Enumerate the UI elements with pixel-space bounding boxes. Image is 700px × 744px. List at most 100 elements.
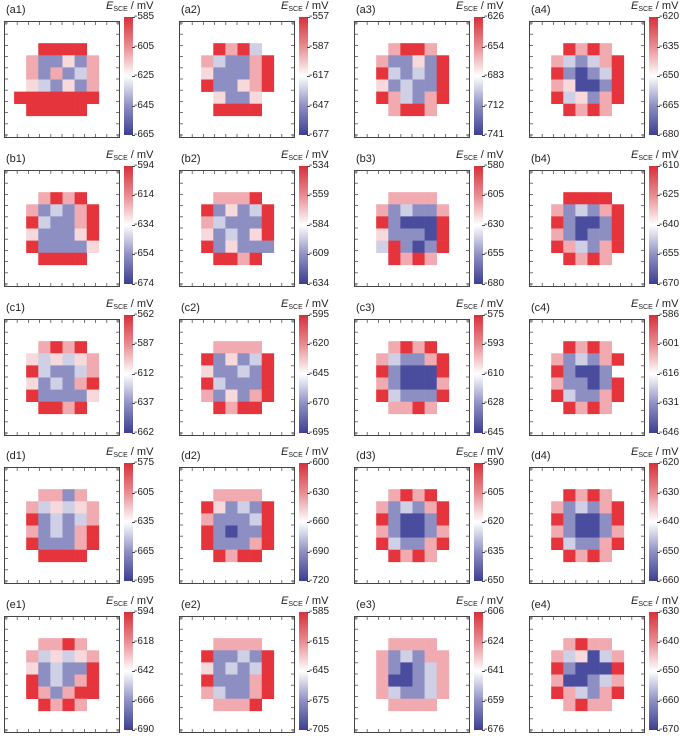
colorbar-tick-label: -683 bbox=[481, 70, 505, 81]
heatmap-cell bbox=[86, 55, 100, 68]
heatmap-cell bbox=[237, 204, 250, 217]
heatmap-cell bbox=[376, 55, 389, 68]
heatmap-cell bbox=[376, 228, 389, 241]
heatmap-cell bbox=[424, 513, 438, 527]
heatmap-cell bbox=[611, 377, 625, 390]
heatmap-cell bbox=[400, 43, 413, 56]
heatmap-cell bbox=[563, 662, 576, 675]
heatmap-cell bbox=[575, 686, 588, 700]
heatmap-cell bbox=[587, 204, 600, 217]
panel-label: (b1) bbox=[6, 152, 26, 165]
heatmap-cell bbox=[412, 216, 425, 229]
heatmap-cell bbox=[74, 364, 88, 378]
panel-label: (c1) bbox=[6, 301, 25, 314]
colorbar-title-subscript: SCE bbox=[288, 154, 303, 162]
heatmap-cell bbox=[575, 228, 588, 241]
heatmap-cell bbox=[575, 364, 588, 378]
heatmap-cell bbox=[400, 550, 413, 563]
heatmap-cell bbox=[225, 686, 238, 700]
colorbar-tick-label: -620 bbox=[656, 11, 680, 22]
heatmap-cell bbox=[26, 79, 39, 92]
heatmap-cell bbox=[388, 377, 401, 390]
heatmap-cell bbox=[412, 550, 425, 563]
colorbar-title: ESCE / mV bbox=[456, 298, 503, 311]
heatmap-cell bbox=[249, 638, 263, 651]
colorbar-tick-label: -650 bbox=[481, 575, 505, 587]
heatmap-cell bbox=[201, 204, 214, 217]
heatmap-cell bbox=[213, 686, 226, 700]
colorbar-tick-label: -680 bbox=[656, 129, 680, 140]
heatmap-cell bbox=[376, 674, 389, 688]
heatmap-cell bbox=[249, 364, 263, 378]
heatmap-cell bbox=[50, 55, 63, 68]
colorbar bbox=[474, 314, 483, 433]
heatmap-cell bbox=[599, 340, 613, 354]
heatmap-cell bbox=[611, 204, 625, 217]
colorbar-tick-label: -670 bbox=[656, 724, 680, 736]
heatmap-cell bbox=[86, 204, 100, 217]
colorbar-title-subscript: SCE bbox=[113, 601, 128, 609]
colorbar-title: ESCE / mV bbox=[631, 446, 678, 459]
heatmap-cell bbox=[587, 55, 600, 68]
heatmap-cell bbox=[50, 513, 63, 527]
colorbar-title-subscript: SCE bbox=[638, 452, 653, 460]
heatmap-cell bbox=[213, 91, 226, 105]
colorbar bbox=[299, 17, 308, 135]
heatmap-cell bbox=[412, 79, 425, 92]
heatmap-cell bbox=[575, 377, 588, 390]
heatmap-cell bbox=[563, 191, 576, 205]
heatmap-cell bbox=[587, 43, 600, 56]
colorbar-tick-label: -666 bbox=[131, 694, 155, 706]
heatmap-panel: (c2) ESCE / mV -595 -620 -645 -670 -695 bbox=[175, 298, 350, 446]
colorbar-tick-label: -690 bbox=[306, 545, 330, 557]
heatmap-cell bbox=[213, 340, 226, 354]
panel-label: (b4) bbox=[531, 152, 551, 165]
heatmap-cell bbox=[376, 91, 389, 105]
heatmap-cell bbox=[599, 43, 613, 56]
heatmap-cell bbox=[26, 67, 39, 80]
heatmap-cell bbox=[388, 686, 401, 700]
heatmap-svg bbox=[180, 468, 294, 584]
heatmap-cell bbox=[249, 525, 263, 539]
heatmap-cell bbox=[412, 401, 425, 414]
colorbar-title-subscript: SCE bbox=[113, 303, 128, 311]
heatmap-cell bbox=[599, 103, 613, 117]
heatmap-cell bbox=[62, 377, 75, 390]
colorbar-title: ESCE / mV bbox=[281, 298, 328, 311]
colorbar-tick-label: -605 bbox=[481, 486, 505, 498]
colorbar-title-symbol: E bbox=[106, 595, 114, 608]
heatmap-panel: (a2) ESCE / mV -557 -587 -617 -647 -677 bbox=[175, 0, 350, 148]
heatmap-cell bbox=[587, 513, 600, 527]
heatmap-cell bbox=[400, 525, 413, 539]
panel-label: (b2) bbox=[181, 152, 201, 165]
heatmap-cell bbox=[261, 501, 275, 515]
colorbar-title: ESCE / mV bbox=[106, 0, 153, 13]
heatmap-cell bbox=[50, 377, 63, 390]
heatmap-cell bbox=[26, 216, 39, 229]
heatmap-cell bbox=[50, 650, 63, 663]
heatmap-cell bbox=[611, 91, 625, 105]
heatmap-cell bbox=[225, 674, 238, 688]
heatmap-svg bbox=[355, 468, 469, 584]
heatmap-plot-area bbox=[529, 318, 645, 436]
heatmap-cell bbox=[38, 228, 51, 241]
colorbar-title: ESCE / mV bbox=[106, 595, 153, 608]
heatmap-cell bbox=[575, 79, 588, 92]
heatmap-cell bbox=[412, 55, 425, 68]
heatmap-cell bbox=[225, 638, 238, 651]
colorbar-title-symbol: E bbox=[106, 0, 114, 12]
heatmap-cell bbox=[86, 513, 100, 527]
heatmap-cell bbox=[376, 216, 389, 229]
heatmap-plot-area bbox=[529, 616, 645, 734]
heatmap-cell bbox=[62, 191, 75, 205]
heatmap-cell bbox=[551, 55, 564, 68]
colorbar-tick-label: -575 bbox=[131, 457, 155, 469]
heatmap-cell bbox=[86, 240, 100, 253]
heatmap-cell bbox=[86, 501, 100, 515]
heatmap-cell bbox=[249, 550, 263, 563]
colorbar-tick-label: -557 bbox=[306, 11, 330, 22]
colorbar-title-unit: / mV bbox=[302, 595, 329, 608]
heatmap-cell bbox=[249, 216, 263, 229]
heatmap-cell bbox=[424, 377, 438, 390]
panel-label: (a2) bbox=[181, 4, 201, 16]
